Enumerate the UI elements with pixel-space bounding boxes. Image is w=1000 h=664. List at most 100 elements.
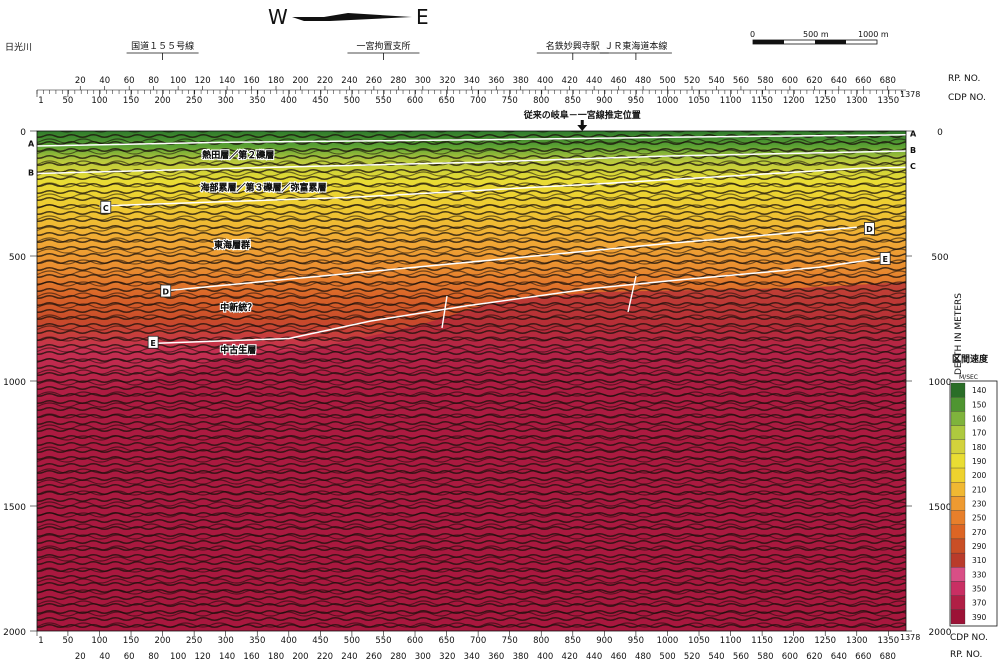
rp-tick-label: 300	[415, 652, 431, 662]
rp-tick-label: 80	[148, 652, 159, 662]
legend-value: 270	[972, 528, 987, 537]
horizon-e-line	[149, 256, 889, 345]
landmark-label: 一宮拘置支所	[356, 40, 410, 52]
horizon-marker-c: C	[910, 162, 916, 171]
cdp-tick-label: 50	[63, 636, 74, 646]
cdp-tick-label: 1200	[783, 636, 805, 646]
cdp-tick-label: 850	[565, 96, 581, 106]
legend-value: 190	[972, 457, 987, 466]
rp-tick-label: 300	[415, 76, 431, 86]
legend-value: 210	[972, 485, 987, 494]
horizon-marker-c: C	[103, 204, 109, 213]
rp-tick-label: 380	[513, 76, 529, 86]
cdp-tick-label: 1000	[657, 636, 679, 646]
legend-swatch	[950, 411, 966, 426]
rp-tick-label: 540	[708, 652, 724, 662]
rp-tick-label: 480	[635, 652, 651, 662]
rp-tick-label: 100	[170, 652, 186, 662]
cdp-tick-label: 300	[218, 96, 234, 106]
horizon-marker-d: D	[162, 288, 169, 297]
cdp-axis-label-bottom: CDP NO.	[950, 633, 988, 643]
scale-bar: 0 500 m 1000 m	[750, 30, 889, 45]
rp-tick-label: 240	[341, 652, 357, 662]
rp-tick-label: 280	[390, 652, 406, 662]
compass-east-label: E	[416, 5, 429, 29]
unit-labels: 熱田層／第２礫層熱田層／第２礫層海部累層／第３礫層／弥富累層海部累層／第３礫層／…	[199, 148, 327, 357]
rp-tick-label: 120	[194, 76, 210, 86]
compass: W E	[268, 5, 429, 29]
rp-tick-label: 20	[75, 652, 86, 662]
rp-tick-label: 260	[366, 76, 382, 86]
rp-tick-label: 520	[684, 652, 700, 662]
rp-tick-label: 240	[341, 76, 357, 86]
horizon-c-line	[99, 166, 906, 207]
cdp-end-label: 1378	[900, 90, 920, 99]
cdp-tick-label: 100	[91, 96, 107, 106]
cdp-axis-top: 1 50 100 150 200 250 300 350 400 450 500 550 600 650 7…	[36, 90, 920, 106]
legend-value: 310	[972, 556, 987, 565]
legend-swatch	[950, 467, 966, 483]
rp-tick-label: 520	[684, 76, 700, 86]
cdp-tick-label: 950	[628, 636, 644, 646]
horizon-marker-box	[863, 222, 875, 235]
depth-tick-label: 500	[9, 253, 26, 263]
horizon-marker-box	[160, 284, 172, 298]
scale-label-0: 0	[750, 30, 755, 39]
legend-swatch	[950, 382, 966, 398]
cdp-tick-label: 200	[154, 636, 170, 646]
rp-tick-label: 340	[464, 76, 480, 86]
legend-unit: M/SEC	[959, 374, 978, 381]
unit-label: 中古生層	[220, 344, 256, 356]
rp-tick-label: 480	[635, 76, 651, 86]
rp-tick-label: 580	[757, 652, 773, 662]
depth-tick-label: 1000	[3, 378, 26, 388]
rp-tick-label: 40	[99, 76, 110, 86]
horizon-marker-box	[100, 200, 112, 214]
depth-tick-label: 2000	[3, 628, 26, 638]
legend-swatch	[950, 524, 966, 540]
cdp-tick-label: 600	[407, 636, 423, 646]
legend-swatch	[950, 453, 966, 469]
depth-tick-label: 1000	[929, 378, 952, 388]
cdp-tick-label: 1	[38, 96, 43, 106]
cdp-tick-label: 450	[312, 636, 328, 646]
horizon-marker-a: A	[28, 140, 35, 149]
rp-axis-label-bottom: RP. NO.	[950, 650, 982, 660]
cdp-axis-bottom: 1 50 100 150 200 250 300 350 400 450 500 550 600 650 7…	[36, 631, 920, 646]
seismic-section	[37, 131, 906, 631]
rp-tick-label: 660	[855, 76, 871, 86]
rp-tick-label: 260	[366, 652, 382, 662]
scale-label-500: 500 m	[803, 30, 829, 39]
legend-value: 200	[972, 471, 987, 480]
cdp-tick-label: 1050	[688, 636, 710, 646]
horizon-b-line	[37, 150, 906, 175]
depth-tick-label: 1500	[3, 503, 26, 513]
cdp-tick-label: 600	[407, 96, 423, 106]
legend-value: 140	[972, 386, 987, 395]
cdp-tick-label: 1200	[783, 96, 805, 106]
cdp-tick-label: 1050	[688, 96, 710, 106]
cdp-tick-label: 1350	[878, 636, 900, 646]
rp-tick-label: 220	[317, 76, 333, 86]
legend-value: 170	[972, 429, 987, 438]
rp-tick-label: 220	[317, 652, 333, 662]
depth-tick-label: 2000	[929, 628, 952, 638]
cdp-tick-label: 550	[375, 96, 391, 106]
annotation-top-text: 従来の岐阜－一宮線推定位置	[523, 109, 641, 121]
unit-label: 熱田層／第２礫層	[202, 149, 274, 161]
rp-axis-label-top: RP. NO.	[948, 74, 980, 84]
rp-tick-label: 500	[659, 76, 675, 86]
rp-tick-label: 20	[75, 76, 86, 86]
cdp-tick-label: 700	[470, 636, 486, 646]
fault-position-annotation: 従来の岐阜－一宮線推定位置	[523, 109, 641, 131]
legend-value: 370	[972, 599, 987, 608]
depth-tick-label: 0	[20, 128, 26, 138]
scale-label-1000: 1000 m	[858, 30, 889, 39]
rp-tick-label: 360	[488, 76, 504, 86]
cdp-tick-label: 1300	[846, 636, 868, 646]
rp-tick-label: 60	[124, 652, 135, 662]
cdp-tick-label: 900	[596, 96, 612, 106]
rp-tick-label: 620	[806, 652, 822, 662]
cdp-tick-label: 1250	[814, 636, 836, 646]
